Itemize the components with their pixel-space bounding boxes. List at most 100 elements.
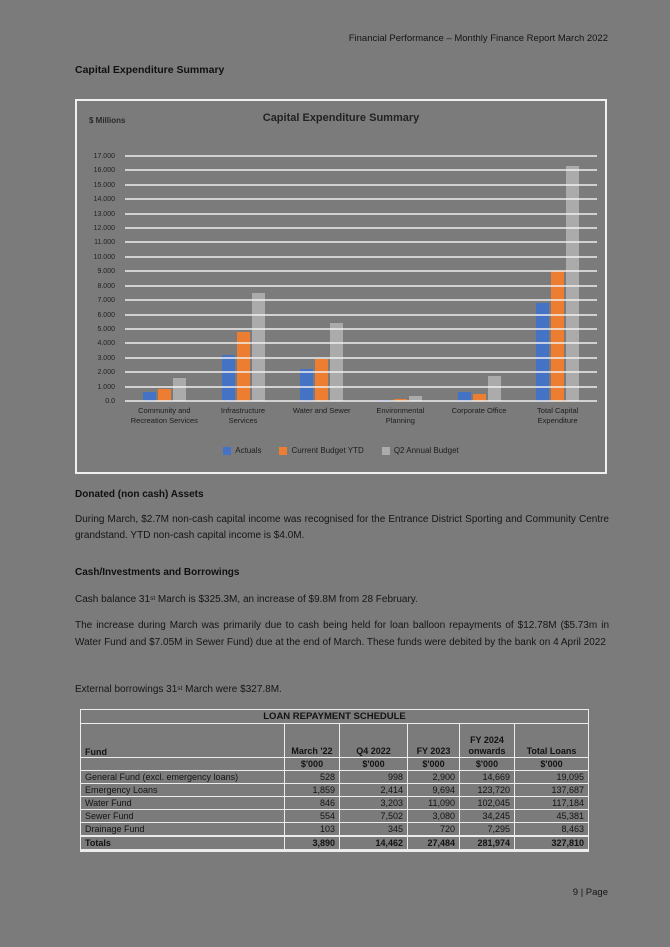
x-axis-category-label: Infrastructure Services: [220, 406, 266, 425]
y-axis-tick-label: 3.000: [97, 354, 115, 362]
table-row: General Fund (excl. emergency loans) 528 9…: [80, 770, 590, 784]
amount-cell: 554: [284, 809, 340, 823]
amount-cell: 720: [407, 822, 460, 836]
unit-cell: $'000: [284, 757, 340, 771]
chart-gridline: [125, 385, 597, 388]
amount-cell: 3,890: [284, 834, 340, 852]
chart-gridline: [125, 212, 597, 215]
paragraph-donated-assets: During March, $2.7M non-cash capital inc…: [75, 514, 609, 541]
amount-cell: 34,245: [459, 809, 515, 823]
bar-current-budget-ytd: [157, 389, 171, 401]
y-axis-tick-label: 11.000: [94, 239, 115, 247]
bar-q2-annual-budget: [408, 396, 422, 401]
borrowings-text-cont: March were $327.8M.: [182, 684, 282, 695]
fund-name-cell: Emergency Loans: [80, 783, 285, 797]
x-axis-category-label: Corporate Office: [451, 406, 507, 415]
bar-actuals: [221, 355, 235, 401]
fund-name-cell: General Fund (excl. emergency loans): [80, 770, 285, 784]
amount-cell: 103: [284, 822, 340, 836]
y-axis-tick-label: 0.0: [105, 398, 115, 405]
amount-cell: 14,462: [339, 834, 408, 852]
amount-cell: 137,687: [513, 783, 590, 797]
y-axis-tick-label: 9.000: [97, 268, 115, 276]
chart-gridline: [125, 198, 597, 201]
chart-gridline: [125, 284, 597, 287]
bar-current-budget-ytd: [236, 332, 250, 401]
plot-area: [125, 155, 597, 402]
unit-cell: [80, 757, 285, 771]
ordinal-superscript: st: [150, 595, 156, 602]
amount-cell: 19,095: [513, 770, 590, 784]
amount-cell: 345: [339, 822, 408, 836]
table-unit-row: $'000 $'000 $'000 $'000 $'000: [80, 757, 590, 771]
chart-legend: Actuals Current Budget YTD Q2 Annual Budge…: [77, 446, 605, 455]
amount-cell: 11,090: [407, 796, 460, 810]
y-axis-tick-label: 17.000: [93, 153, 115, 160]
page-title: Capital Expenditure Summary: [75, 64, 225, 76]
table-header-row: Fund March '22 Q4 2022 FY 2023 FY 2024 onwar…: [80, 723, 590, 758]
column-header: FY 2024 onwards: [459, 723, 515, 758]
y-axis-tick-label: 7.000: [97, 297, 115, 305]
amount-cell: 9,694: [407, 783, 460, 797]
chart-gridline: [125, 155, 597, 157]
amount-cell: 327,810: [513, 834, 590, 852]
bar-actuals: [536, 303, 550, 401]
paragraph-cash-increase: The increase during March was primarily …: [75, 620, 609, 648]
section-heading-cash-borrowings: Cash/Investments and Borrowings: [75, 567, 240, 578]
amount-cell: 2,900: [407, 770, 460, 784]
x-axis-labels: Community and Recreation Services Infrast…: [125, 406, 597, 426]
y-axis-tick-label: 8.000: [97, 282, 115, 290]
bar-q2-annual-budget: [330, 323, 344, 401]
amount-cell: 2,414: [339, 783, 408, 797]
y-axis-tick-label: 12.000: [93, 225, 115, 233]
x-axis-category-label: Total Capital Expenditure: [537, 406, 579, 425]
legend-swatch-icon: [279, 446, 288, 455]
legend-item: Actuals: [223, 446, 261, 455]
column-header: March '22: [284, 723, 340, 758]
table-row: Water Fund 846 3,203 11,090 102,045 117,184: [80, 796, 590, 810]
legend-label: Current Budget YTD: [291, 446, 364, 455]
column-header: FY 2023: [407, 723, 460, 758]
unit-cell: $'000: [459, 757, 515, 771]
y-axis-tick-label: 1.000: [97, 383, 115, 391]
chart-gridline: [125, 356, 597, 359]
chart-title: Capital Expenditure Summary: [262, 112, 420, 124]
legend-label: Q2 Annual Budget: [393, 446, 459, 455]
amount-cell: 1,859: [284, 783, 340, 797]
fund-name-cell: Water Fund: [80, 796, 285, 810]
y-axis-tick-label: 2.000: [97, 369, 115, 377]
fund-name-cell: Totals: [80, 834, 285, 852]
cash-balance-text-cont: March is $325.3M, an increase of $9.8M f…: [155, 594, 418, 605]
fund-name-cell: Drainage Fund: [80, 822, 285, 836]
bar-group: [204, 156, 283, 401]
amount-cell: 45,381: [513, 809, 590, 823]
fund-name-cell: Sewer Fund: [80, 809, 285, 823]
amount-cell: 7,295: [459, 822, 515, 836]
y-axis-tick-label: 4.000: [97, 340, 115, 348]
chart-gridline: [125, 313, 597, 316]
bar-current-budget-ytd: [551, 271, 565, 401]
legend-swatch-icon: [223, 446, 232, 455]
x-axis-category-label: Community and Recreation Services: [130, 406, 198, 425]
amount-cell: 14,669: [459, 770, 515, 784]
bar-group: [282, 156, 361, 401]
chart-gridline: [125, 327, 597, 330]
chart-gridline: [125, 255, 597, 258]
unit-cell: $'000: [407, 757, 460, 771]
table-row: Emergency Loans 1,859 2,414 9,694 123,720 137…: [80, 783, 590, 797]
bar-actuals: [457, 392, 471, 401]
amount-cell: 7,502: [339, 809, 408, 823]
chart-gridline: [125, 400, 597, 402]
amount-cell: 998: [339, 770, 408, 784]
bar-group: [518, 156, 597, 401]
chart-gridline: [125, 342, 597, 345]
column-header: Total Loans: [513, 723, 590, 758]
bar-group: [440, 156, 519, 401]
bar-group: [125, 156, 204, 401]
section-heading-donated-assets: Donated (non cash) Assets: [75, 489, 204, 500]
legend-item: Q2 Annual Budget: [381, 446, 459, 455]
bar-q2-annual-budget: [566, 166, 580, 401]
y-axis-labels: 0.0 1.000 2.000 3.000 4.000 5.000 6.000 7.000 8.…: [77, 153, 121, 405]
y-axis-tick-label: 15.000: [93, 181, 115, 189]
